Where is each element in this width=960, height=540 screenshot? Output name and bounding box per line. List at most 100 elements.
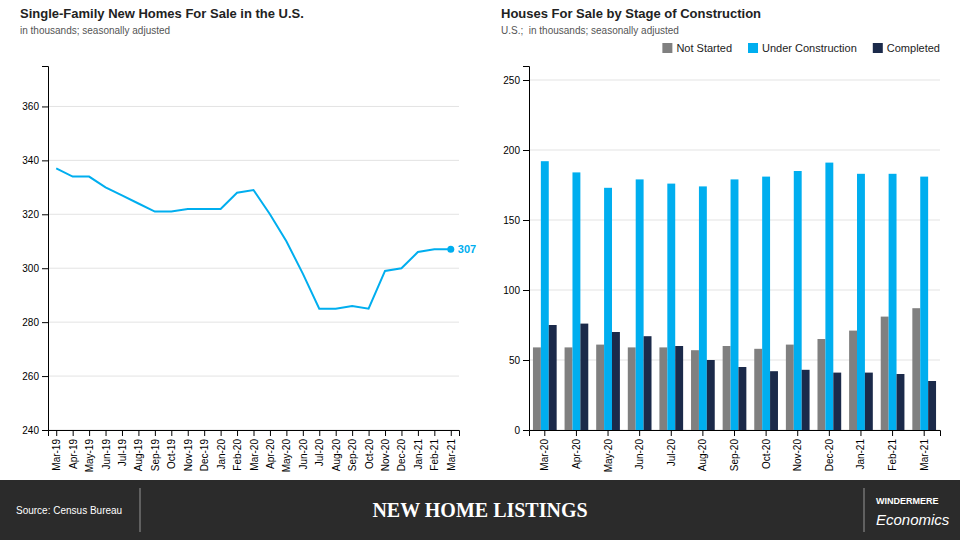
bar: [770, 371, 778, 430]
x-tick-label: Dec-20: [396, 439, 407, 472]
x-tick-mark: [73, 430, 74, 436]
bar: [565, 347, 573, 430]
x-tick-mark: [319, 430, 320, 436]
bar: [897, 374, 905, 430]
grid-line: [48, 160, 459, 161]
x-tick-mark: [434, 430, 435, 436]
bar: [825, 163, 833, 430]
legend-item: Not Started: [662, 42, 732, 54]
legend-label: Completed: [887, 42, 940, 54]
y-tick-label: 0: [514, 425, 520, 436]
x-tick-mark: [155, 430, 156, 436]
x-tick-mark: [254, 430, 255, 436]
x-tick: Aug-19: [133, 430, 144, 471]
y-axis-line: [523, 67, 530, 431]
line: [56, 168, 451, 308]
footer-brand: WINDERMERE: [876, 496, 939, 506]
y-tick-mark: [523, 220, 529, 221]
grid: [529, 80, 940, 430]
x-tick: Dec-20: [824, 430, 835, 471]
y-tick-mark: [42, 376, 48, 377]
bar: [675, 346, 683, 430]
x-tick-mark: [171, 430, 172, 436]
bar: [612, 332, 620, 430]
x-tick-mark: [544, 430, 545, 436]
y-tick-label: 340: [22, 155, 39, 166]
y-axis: 240260280300320340360: [22, 67, 48, 436]
legend-label: Under Construction: [762, 42, 857, 54]
footer: NEW HOME LISTINGSSource: Census BureauWI…: [0, 480, 960, 540]
x-tick-mark: [829, 430, 830, 436]
bar: [644, 336, 652, 430]
x-tick-mark: [89, 430, 90, 436]
x-tick: Jan-20: [216, 430, 227, 470]
x-tick: Feb-21: [429, 430, 440, 471]
y-tick: 360: [22, 101, 48, 112]
x-tick-label: Aug-19: [133, 439, 144, 472]
y-tick-mark: [42, 430, 48, 431]
footer-divider: [140, 488, 141, 532]
grid-line: [48, 376, 459, 377]
x-tick-label: Jul-19: [117, 439, 128, 467]
bar: [912, 308, 920, 430]
x-tick-mark: [188, 430, 189, 436]
y-axis-line: [42, 67, 49, 431]
footer-divider: [864, 488, 865, 532]
x-tick-label: Sep-20: [347, 439, 358, 472]
x-tick: Sep-20: [347, 430, 358, 471]
y-tick-label: 240: [22, 425, 39, 436]
grid-line: [529, 150, 940, 151]
y-tick: 340: [22, 155, 48, 166]
x-tick: May-20: [281, 430, 292, 472]
y-tick: 260: [22, 371, 48, 382]
bar: [762, 177, 770, 430]
x-tick: Nov-20: [792, 430, 803, 471]
x-tick-label: Nov-20: [380, 439, 391, 472]
x-tick: Jun-20: [634, 430, 645, 470]
x-tick: Sep-19: [150, 430, 161, 471]
x-tick: Apr-20: [265, 430, 276, 469]
x-tick-label: May-20: [603, 439, 614, 473]
bar: [707, 360, 715, 430]
legend-swatch: [873, 43, 883, 53]
x-tick: Nov-19: [183, 430, 194, 471]
bar: [865, 373, 873, 430]
x-tick-label: Jul-20: [314, 439, 325, 467]
x-tick-mark: [270, 430, 271, 436]
bar: [628, 347, 636, 430]
x-tick-mark: [336, 430, 337, 436]
bar-series: [541, 161, 928, 430]
x-tick-label: Aug-20: [331, 439, 342, 472]
x-tick: Aug-20: [331, 430, 342, 471]
y-tick: 0: [514, 425, 529, 436]
x-tick: Mar-19: [51, 430, 62, 471]
grid-line: [529, 80, 940, 81]
y-tick-label: 360: [22, 101, 39, 112]
x-tick: Mar-20: [249, 430, 260, 471]
bar: [802, 370, 810, 430]
chart-panel: Houses For Sale by Stage of Construction…: [501, 6, 941, 472]
x-tick-label: Sep-20: [729, 439, 740, 472]
plot-marks: [56, 168, 454, 308]
legend-swatch: [662, 43, 672, 53]
x-tick: Jan-21: [413, 430, 424, 470]
x-tick-mark: [766, 430, 767, 436]
bar: [889, 174, 897, 430]
y-tick-mark: [42, 268, 48, 269]
x-tick-mark: [122, 430, 123, 436]
x-tick-mark: [924, 430, 925, 436]
y-tick: 250: [503, 75, 529, 86]
y-tick-mark: [42, 106, 48, 107]
bar: [817, 339, 825, 430]
x-tick: Mar-20: [539, 430, 550, 471]
y-tick-label: 260: [22, 371, 39, 382]
bar: [533, 347, 541, 430]
x-tick-mark: [221, 430, 222, 436]
y-tick: 300: [22, 263, 48, 274]
y-tick: 150: [503, 215, 529, 226]
grid-line: [48, 214, 459, 215]
bar: [636, 179, 644, 430]
y-tick-label: 100: [503, 285, 520, 296]
legend-item: Completed: [873, 42, 940, 54]
bar: [580, 324, 588, 430]
